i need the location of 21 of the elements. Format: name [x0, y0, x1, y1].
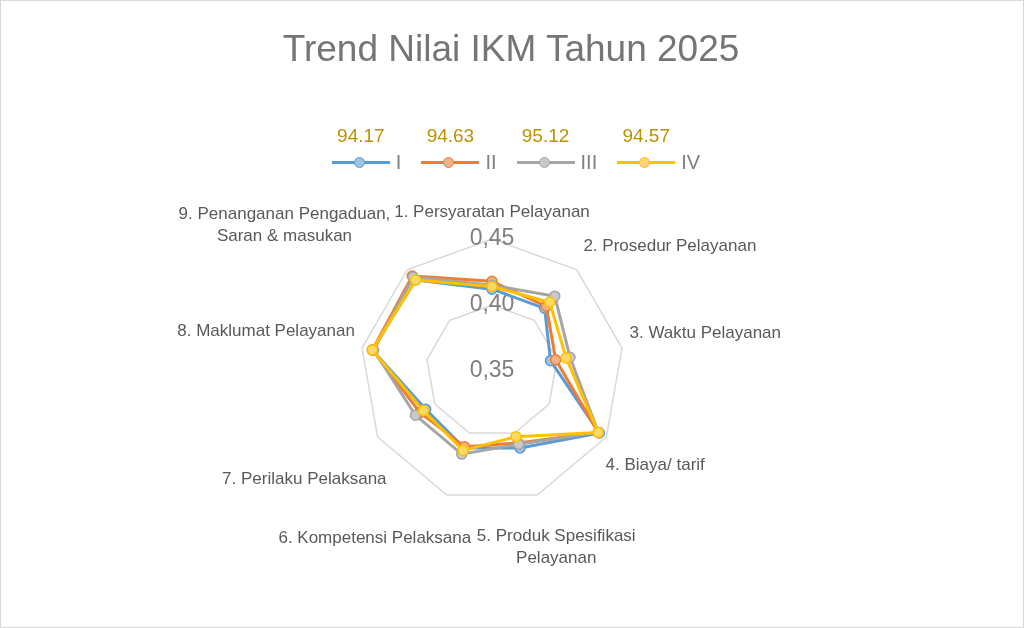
y-tick-label: 0,45 — [469, 224, 515, 251]
spoke-label: 8. Maklumat Pelayanan — [177, 320, 355, 340]
legend-label: III — [580, 150, 598, 174]
legend-label: II — [485, 150, 497, 174]
spoke-label: 7. Perilaku Pelaksana — [222, 469, 388, 489]
legend-label: IV — [681, 150, 701, 174]
chart-title: Trend Nilai IKM Tahun 2025 — [281, 27, 741, 71]
spoke-label: 2. Prosedur Pelayanan — [583, 236, 757, 256]
y-tick-label: 0,35 — [469, 356, 515, 383]
text: 95.12 — [521, 124, 570, 148]
spoke-label: 3. Waktu Pelayanan — [629, 323, 781, 343]
y-tick-label: 0,40 — [469, 290, 515, 317]
legend-label: I — [395, 150, 402, 174]
spoke-label: 5. Produk Spesifikasi Pelayanan — [476, 526, 636, 568]
text: 94.63 — [426, 124, 475, 148]
text: 94.17 — [337, 124, 385, 148]
spoke-label: 6. Kompetensi Pelaksana — [278, 528, 472, 548]
spoke-label: 9. Penanganan Pengaduan, Saran & masukan — [178, 204, 391, 246]
text: 94.57 — [622, 124, 670, 148]
spoke-label: 4. Biaya/ tarif — [605, 454, 706, 474]
spoke-label: 1. Persyaratan Pelayanan — [394, 201, 590, 221]
